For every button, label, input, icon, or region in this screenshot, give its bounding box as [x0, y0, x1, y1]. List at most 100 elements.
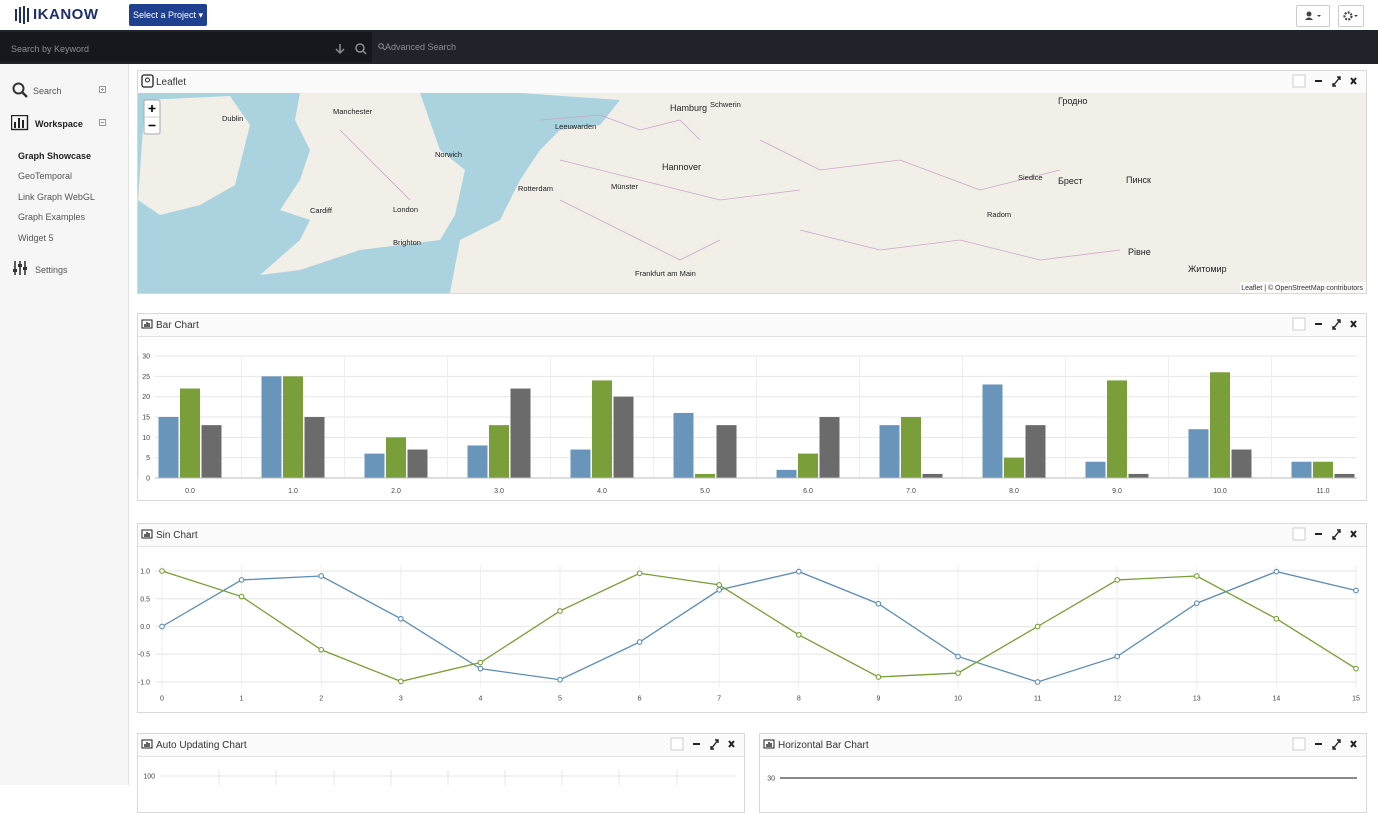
x-tick-label: 6.0 — [803, 488, 813, 495]
select-box[interactable] — [1292, 737, 1306, 751]
maximize-button[interactable] — [710, 739, 719, 750]
map-label: Рівне — [1128, 247, 1151, 257]
bar — [776, 469, 797, 478]
select-box[interactable] — [1292, 527, 1306, 541]
advanced-search-link[interactable]: Advanced Search — [385, 42, 457, 52]
x-tick-label: 3 — [399, 696, 403, 703]
nav-workspace[interactable]: Workspace — [35, 119, 83, 129]
search-bar: Search by Keyword Advanced Search — [0, 30, 1378, 64]
x-tick-label: 10 — [954, 696, 962, 703]
panel-header: Horizontal Bar Chart — [760, 734, 1366, 757]
expand-icon[interactable] — [99, 86, 107, 94]
point — [477, 665, 484, 672]
maximize-button[interactable] — [1332, 529, 1341, 540]
close-button[interactable] — [1350, 320, 1357, 328]
bar — [1334, 473, 1355, 478]
bar — [1025, 425, 1046, 478]
bar — [673, 412, 694, 478]
map-label: Schwerin — [710, 100, 741, 109]
x-tick-label: 9 — [876, 696, 880, 703]
map-label: Münster — [611, 182, 639, 191]
bar — [982, 384, 1003, 478]
project-button-label[interactable]: Select a Project — [132, 10, 196, 20]
point — [1273, 568, 1280, 575]
bar — [201, 425, 222, 478]
search-placeholder[interactable]: Search by Keyword — [11, 44, 90, 54]
point — [795, 631, 802, 638]
bar — [261, 376, 282, 478]
settings-nav-icon — [13, 261, 27, 275]
point — [1353, 587, 1359, 594]
title-icon — [144, 742, 150, 747]
point — [636, 570, 643, 577]
title-icon — [141, 74, 154, 88]
nav-item[interactable]: Link Graph WebGL — [18, 192, 95, 202]
project-button[interactable]: Select a Project ▾ — [129, 4, 207, 26]
x-tick-label: 3.0 — [494, 488, 504, 495]
point — [716, 582, 723, 588]
map[interactable]: Dublin Manchester Norwich Cardiff London Brig… — [138, 93, 1366, 293]
search-input[interactable]: Search by Keyword — [0, 32, 372, 62]
maximize-button[interactable] — [1332, 76, 1341, 87]
point — [397, 678, 404, 685]
nav-search[interactable]: Search — [33, 86, 62, 96]
point — [955, 653, 961, 660]
bar — [716, 425, 737, 478]
close-button[interactable] — [1350, 530, 1357, 538]
point — [477, 659, 484, 666]
line — [161, 570, 1357, 683]
zoom-control[interactable] — [143, 99, 161, 135]
x-tick-label: 11.0 — [1316, 488, 1329, 495]
nav-item[interactable]: Graph Examples — [18, 212, 86, 222]
point — [1034, 623, 1041, 630]
panel-title: Auto Updating Chart — [156, 740, 247, 751]
maximize-button[interactable] — [1332, 319, 1341, 330]
nav-item[interactable]: GeoTemporal — [18, 171, 73, 181]
x-tick-label: 0 — [160, 696, 164, 703]
y-tick-label: 15 — [142, 415, 150, 422]
point — [557, 608, 563, 614]
attribution[interactable]: Leaflet | © OpenStreetMap contributors — [1241, 284, 1363, 292]
top-bar: IKANOW Select a Project ▾ — [0, 0, 1378, 30]
logo[interactable]: IKANOW — [33, 6, 99, 23]
point — [318, 646, 325, 653]
select-box[interactable] — [1292, 74, 1306, 88]
x-tick-label: 4 — [478, 696, 482, 703]
x-tick-label: 2.0 — [391, 488, 401, 495]
x-tick-label: 2 — [319, 696, 323, 703]
maximize-button[interactable] — [1332, 739, 1341, 750]
x-tick-label: 0.0 — [185, 488, 195, 495]
point — [955, 670, 961, 676]
point — [1273, 615, 1280, 622]
collapse-icon[interactable] — [99, 119, 107, 127]
nav-item[interactable]: Graph Showcase — [18, 151, 92, 161]
y-tick-label: 0.5 — [140, 596, 150, 603]
point — [238, 593, 245, 600]
point — [795, 568, 802, 575]
bar — [180, 388, 200, 478]
x-tick-label: 5 — [558, 696, 562, 703]
search-icons[interactable] — [334, 42, 370, 56]
title-icon — [141, 319, 153, 329]
close-button[interactable] — [728, 740, 735, 748]
point — [875, 674, 882, 680]
x-tick-label: 8 — [797, 696, 801, 703]
x-tick-label: 11 — [1034, 696, 1041, 703]
settings-menu[interactable] — [1338, 5, 1364, 27]
nav-item[interactable]: Widget 5 — [18, 233, 54, 243]
select-box[interactable] — [670, 737, 684, 751]
close-button[interactable] — [1350, 740, 1357, 748]
point — [397, 615, 404, 622]
search-nav-icon — [12, 82, 28, 98]
logo-icon — [15, 6, 29, 24]
user-menu[interactable] — [1296, 5, 1330, 27]
nav-settings[interactable]: Settings — [35, 265, 68, 275]
x-tick-label: 8.0 — [1009, 488, 1019, 495]
select-box[interactable] — [1292, 317, 1306, 331]
land-ireland — [138, 96, 250, 215]
close-button[interactable] — [1350, 77, 1357, 85]
point — [1114, 653, 1121, 660]
